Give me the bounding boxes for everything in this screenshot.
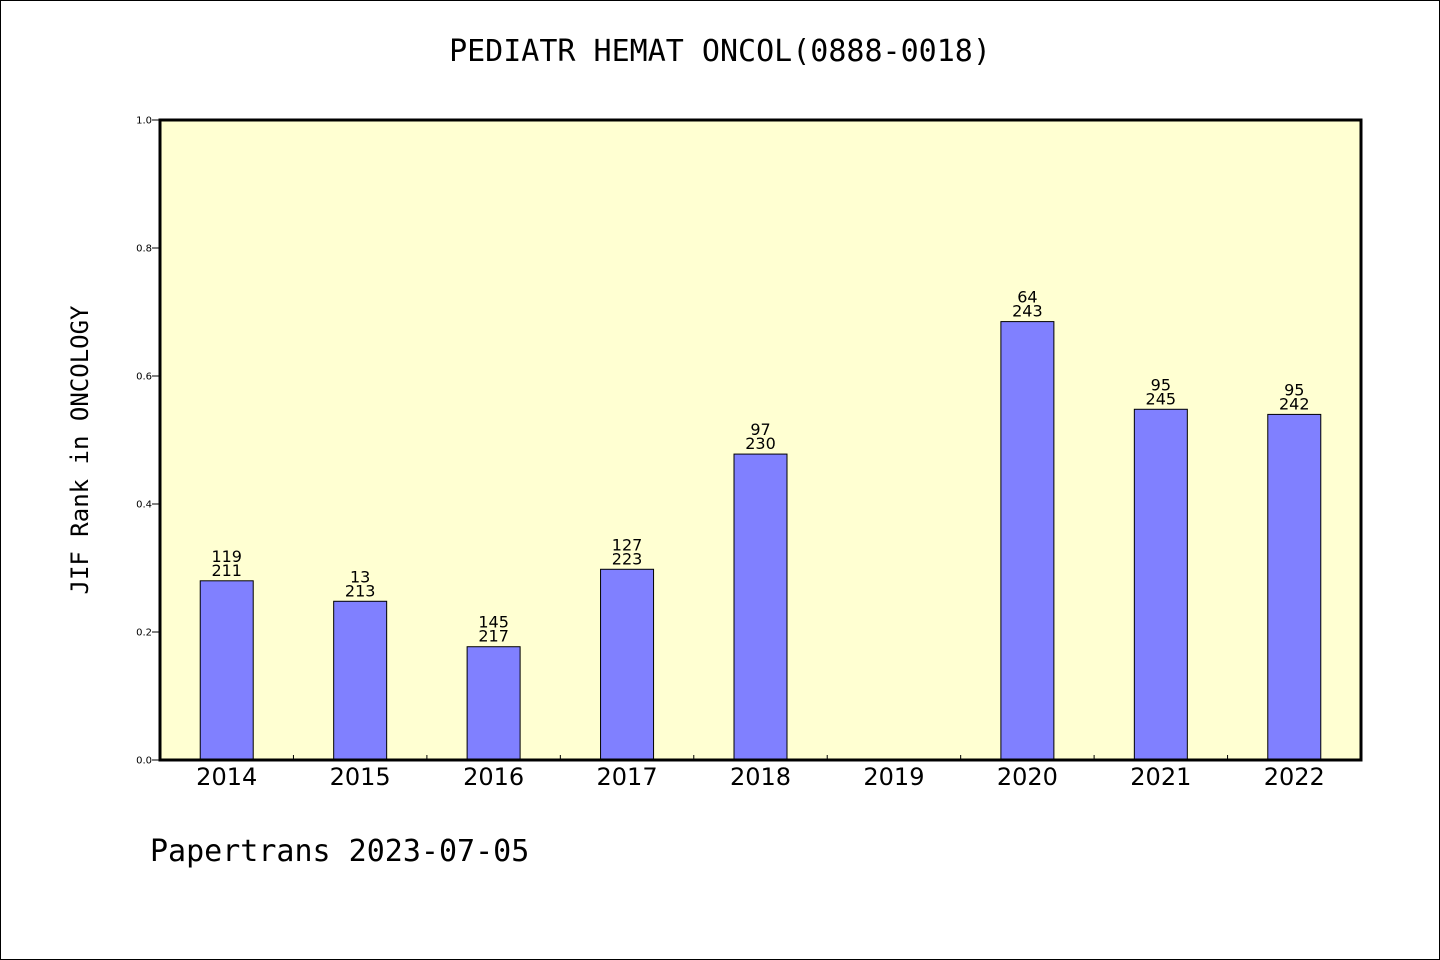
x-tick-label: 2018 — [730, 763, 791, 791]
bar — [1267, 413, 1322, 761]
y-tick-label: 0.8 — [136, 244, 152, 255]
data-label-rank: 95 — [1284, 380, 1304, 399]
bar — [1000, 321, 1055, 761]
data-label-total: 211 — [211, 561, 242, 580]
data-label-rank: 119 — [211, 547, 242, 566]
bar — [333, 600, 388, 761]
bar — [199, 580, 254, 761]
y-tick-label: 0.4 — [136, 500, 152, 511]
x-tick-label: 2019 — [863, 763, 924, 791]
data-label-total: 223 — [612, 549, 643, 568]
data-label-rank: 127 — [612, 535, 643, 554]
data-label-rank: 145 — [478, 613, 509, 632]
data-label-rank: 95 — [1151, 375, 1171, 394]
x-tick-label: 2020 — [997, 763, 1058, 791]
y-tick-label: 0.6 — [136, 372, 152, 383]
data-label-total: 213 — [345, 581, 376, 600]
x-tick-label: 2017 — [597, 763, 658, 791]
plot-border — [158, 118, 1363, 762]
x-tick-label: 2022 — [1264, 763, 1325, 791]
chart-title: PEDIATR HEMAT ONCOL(0888-0018) — [449, 34, 991, 69]
y-tick-label: 1.0 — [136, 116, 152, 127]
data-label-total: 245 — [1146, 389, 1177, 408]
bar — [733, 453, 788, 761]
data-label-total: 243 — [1012, 302, 1043, 321]
x-tick-label: 2014 — [196, 763, 257, 791]
bar — [600, 568, 655, 761]
bar — [466, 646, 521, 761]
data-label-total: 217 — [478, 627, 509, 646]
data-label-total: 242 — [1279, 394, 1310, 413]
y-tick-label: 0.2 — [136, 628, 152, 639]
data-label-total: 230 — [745, 434, 776, 453]
bar — [1133, 408, 1188, 761]
data-label-rank: 13 — [350, 567, 370, 586]
y-tick-label: 0.0 — [136, 756, 152, 767]
x-tick-label: 2021 — [1130, 763, 1191, 791]
data-label-rank: 64 — [1017, 288, 1037, 307]
footer-credit: Papertrans 2023-07-05 — [150, 834, 530, 869]
x-tick-label: 2015 — [330, 763, 391, 791]
x-tick-label: 2016 — [463, 763, 524, 791]
data-label-rank: 97 — [750, 420, 770, 439]
